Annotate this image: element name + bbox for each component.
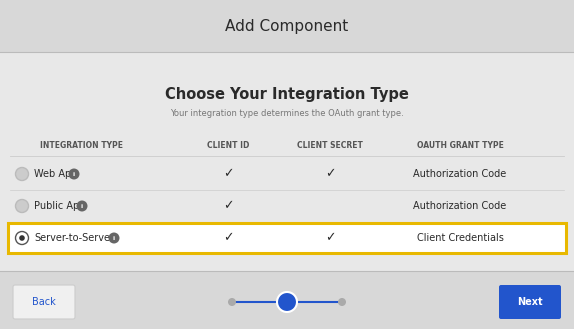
Text: OAUTH GRANT TYPE: OAUTH GRANT TYPE xyxy=(417,141,503,150)
Text: ✓: ✓ xyxy=(223,199,233,213)
Text: Authorization Code: Authorization Code xyxy=(413,201,507,211)
Circle shape xyxy=(76,200,87,212)
Circle shape xyxy=(277,292,297,312)
Circle shape xyxy=(338,298,346,306)
Text: Web App: Web App xyxy=(34,169,77,179)
Bar xyxy=(0,0,574,52)
FancyBboxPatch shape xyxy=(8,223,566,253)
Text: ✓: ✓ xyxy=(223,167,233,181)
Text: Back: Back xyxy=(32,297,56,307)
Circle shape xyxy=(68,168,80,180)
Text: Choose Your Integration Type: Choose Your Integration Type xyxy=(165,87,409,102)
Circle shape xyxy=(15,199,29,213)
Text: i: i xyxy=(81,204,83,209)
Circle shape xyxy=(228,298,236,306)
Text: i: i xyxy=(113,236,115,240)
FancyBboxPatch shape xyxy=(13,285,75,319)
Text: INTEGRATION TYPE: INTEGRATION TYPE xyxy=(40,141,123,150)
Bar xyxy=(0,271,574,329)
Text: CLIENT ID: CLIENT ID xyxy=(207,141,249,150)
Text: i: i xyxy=(73,171,75,176)
Text: CLIENT SECRET: CLIENT SECRET xyxy=(297,141,363,150)
Text: Add Component: Add Component xyxy=(226,18,348,34)
Text: ✓: ✓ xyxy=(223,232,233,244)
Text: Public App: Public App xyxy=(34,201,86,211)
Circle shape xyxy=(15,232,29,244)
Text: Your integration type determines the OAuth grant type.: Your integration type determines the OAu… xyxy=(170,110,404,118)
Text: Server-to-Server: Server-to-Server xyxy=(34,233,114,243)
Bar xyxy=(0,52,574,271)
Circle shape xyxy=(15,167,29,181)
Circle shape xyxy=(19,235,25,241)
Circle shape xyxy=(108,233,119,243)
Text: Client Credentials: Client Credentials xyxy=(417,233,503,243)
Text: ✓: ✓ xyxy=(325,232,335,244)
Text: Authorization Code: Authorization Code xyxy=(413,169,507,179)
Text: ✓: ✓ xyxy=(325,167,335,181)
Text: Next: Next xyxy=(517,297,543,307)
FancyBboxPatch shape xyxy=(499,285,561,319)
